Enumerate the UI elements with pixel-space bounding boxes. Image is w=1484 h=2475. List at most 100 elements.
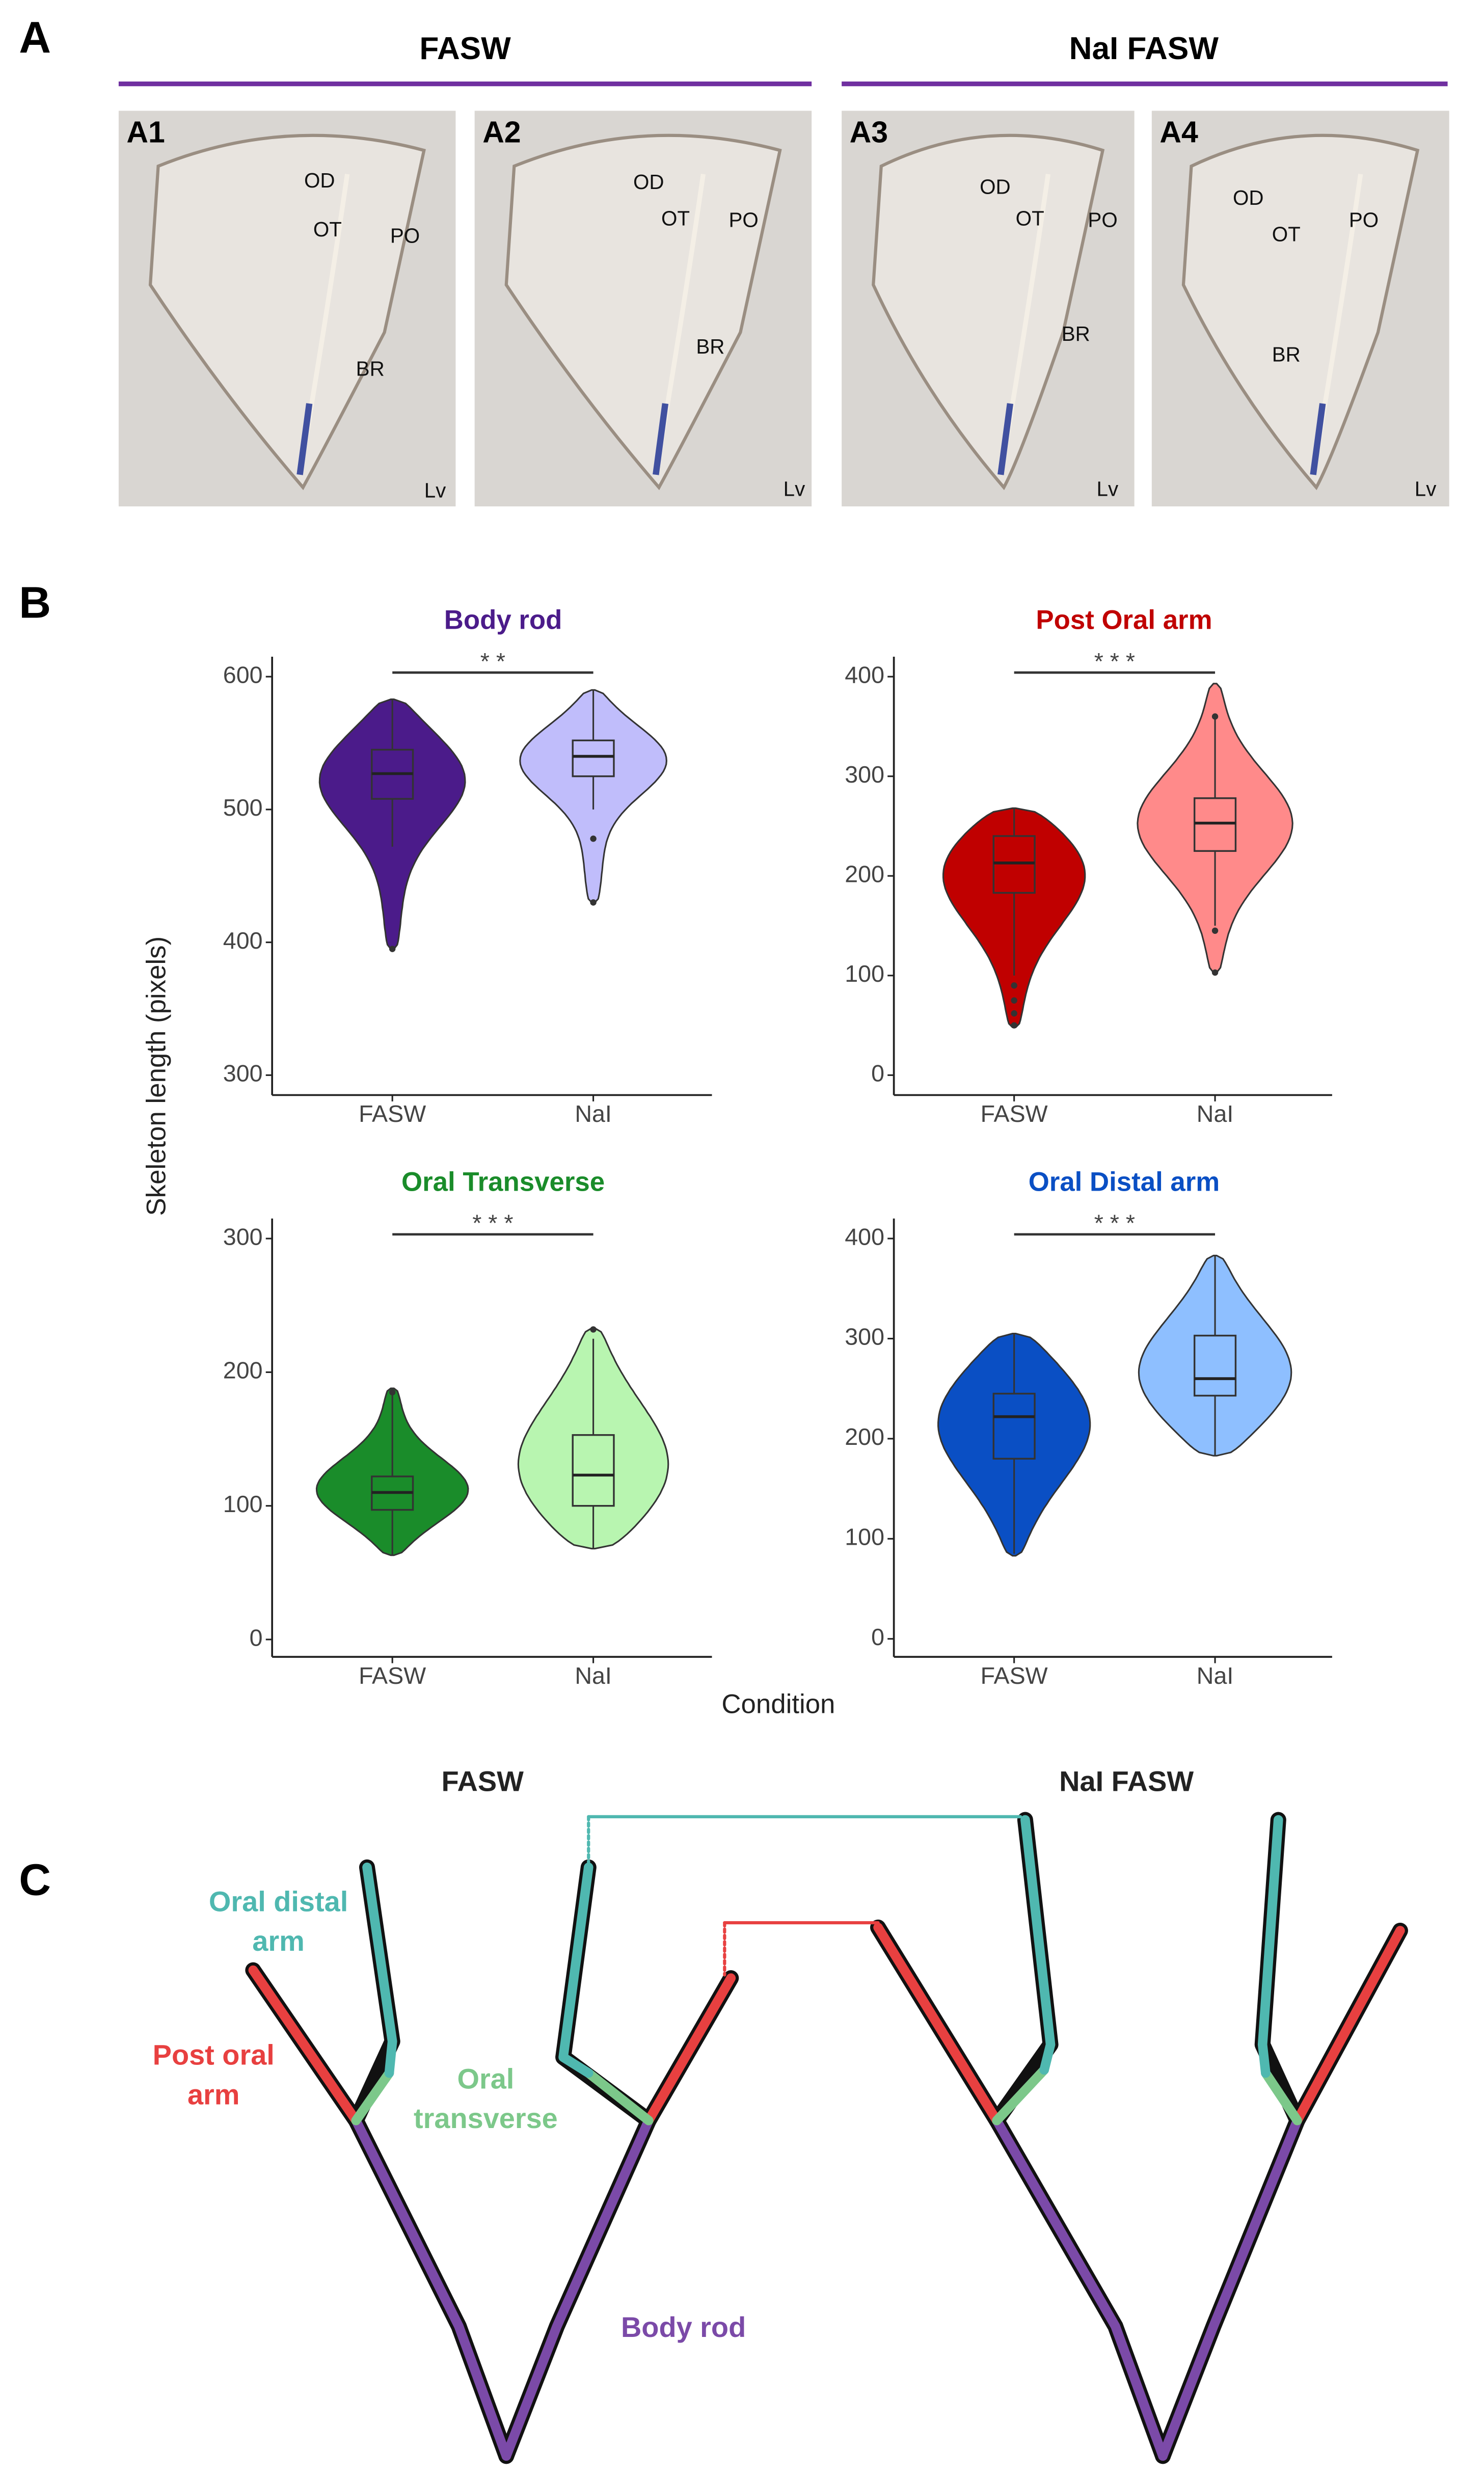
x-tick-label: NaI — [1197, 1100, 1233, 1127]
annotation: PO — [1349, 208, 1379, 232]
image-label: A2 — [482, 116, 521, 149]
violin — [1137, 683, 1293, 974]
outlier — [590, 899, 597, 906]
violin — [1138, 1254, 1292, 1457]
larva-outline — [148, 133, 426, 491]
y-tick-label: 600 — [223, 661, 263, 688]
skeleton-rod — [296, 403, 313, 475]
annotation: OT — [661, 206, 690, 230]
outlier — [389, 1389, 396, 1395]
larva-outline — [872, 133, 1105, 491]
group-label: FASW — [441, 1765, 524, 1797]
larva-outline — [504, 133, 782, 491]
annotation: Lv — [1097, 477, 1119, 501]
larva-outline — [1181, 133, 1420, 491]
outlier — [1011, 1010, 1017, 1017]
y-tick-label: 300 — [845, 761, 884, 788]
skeleton-rod — [653, 403, 669, 475]
significance: * * * — [472, 1209, 513, 1236]
y-tick-label: 0 — [871, 1624, 884, 1650]
outlier — [1211, 969, 1219, 976]
structure-label: transverse — [414, 2102, 558, 2134]
y-tick-label: 200 — [845, 861, 884, 887]
skeleton-drawings — [245, 1812, 1408, 2464]
significance: * * * — [1094, 1209, 1135, 1236]
image-label: A4 — [1159, 116, 1198, 149]
outlier — [1011, 1022, 1017, 1029]
structure-label: arm — [187, 2078, 240, 2110]
box — [1193, 797, 1237, 852]
group-label: NaI FASW — [1069, 31, 1219, 66]
violin — [937, 1332, 1091, 1557]
image-label: A3 — [850, 116, 888, 149]
y-tick-label: 300 — [223, 1223, 263, 1250]
x-tick-label: NaI — [575, 1662, 611, 1689]
panel-label: B — [19, 578, 51, 628]
chart-title: Oral Transverse — [401, 1167, 605, 1197]
annotation: OD — [304, 169, 335, 192]
structure-label: Body rod — [621, 2311, 746, 2343]
x-tick-label: NaI — [575, 1100, 611, 1127]
structure-label: Oral distal — [209, 1885, 348, 1917]
y-tick-label: 100 — [845, 1524, 884, 1550]
annotation: BR — [1062, 322, 1090, 345]
y-axis-label: Skeleton length (pixels) — [141, 936, 171, 1216]
image-label: A1 — [126, 116, 165, 149]
structure-label: arm — [252, 1925, 305, 1957]
y-tick-label: 0 — [871, 1060, 884, 1087]
panel-label: A — [19, 13, 51, 63]
significance: * * — [480, 648, 505, 675]
annotation: Lv — [424, 479, 446, 502]
outlier — [1211, 713, 1219, 720]
box — [992, 1392, 1036, 1460]
y-tick-label: 100 — [223, 1491, 263, 1517]
annotation: OT — [313, 218, 342, 241]
panel-label: C — [19, 1855, 51, 1904]
y-tick-label: 400 — [845, 1223, 884, 1250]
annotation: BR — [1272, 343, 1301, 366]
annotation: PO — [728, 208, 758, 232]
annotation: OD — [1233, 186, 1264, 209]
x-tick-label: NaI — [1197, 1662, 1233, 1689]
y-tick-label: 300 — [845, 1324, 884, 1350]
skeleton-rod — [997, 403, 1014, 475]
structure-label: Oral — [457, 2062, 514, 2094]
annotation: Lv — [1415, 477, 1437, 501]
x-tick-label: FASW — [981, 1662, 1048, 1689]
x-tick-label: FASW — [359, 1100, 426, 1127]
outlier — [590, 836, 597, 842]
outlier — [590, 1326, 597, 1333]
y-tick-label: 200 — [845, 1423, 884, 1450]
annotation: OD — [980, 175, 1011, 198]
box — [572, 739, 615, 777]
x-tick-label: FASW — [981, 1100, 1048, 1127]
annotation: OT — [1016, 206, 1044, 230]
annotation: BR — [356, 357, 385, 381]
y-tick-label: 200 — [223, 1357, 263, 1384]
annotation: OT — [1272, 222, 1301, 246]
group-label: FASW — [419, 31, 511, 66]
chart-title: Post Oral arm — [1036, 605, 1212, 635]
x-axis-label: Condition — [721, 1689, 835, 1719]
outlier — [389, 946, 396, 952]
skeleton-rod — [1310, 403, 1326, 475]
annotation: BR — [696, 335, 724, 358]
x-tick-label: FASW — [359, 1662, 426, 1689]
y-tick-label: 400 — [223, 927, 263, 954]
annotation: Lv — [784, 477, 805, 501]
y-tick-label: 0 — [250, 1624, 263, 1651]
chart-title: Oral Distal arm — [1029, 1167, 1220, 1197]
y-tick-label: 100 — [845, 960, 884, 987]
outlier — [1011, 982, 1017, 989]
annotation: PO — [390, 224, 420, 248]
box — [992, 835, 1036, 894]
box — [1193, 1334, 1237, 1397]
box — [572, 1434, 615, 1507]
annotation: PO — [1088, 208, 1117, 232]
annotation: OD — [633, 170, 664, 194]
outlier — [1011, 997, 1017, 1004]
structure-label: Post oral — [153, 2039, 275, 2071]
y-tick-label: 300 — [223, 1060, 263, 1087]
y-tick-label: 500 — [223, 794, 263, 821]
y-tick-label: 400 — [845, 661, 884, 688]
